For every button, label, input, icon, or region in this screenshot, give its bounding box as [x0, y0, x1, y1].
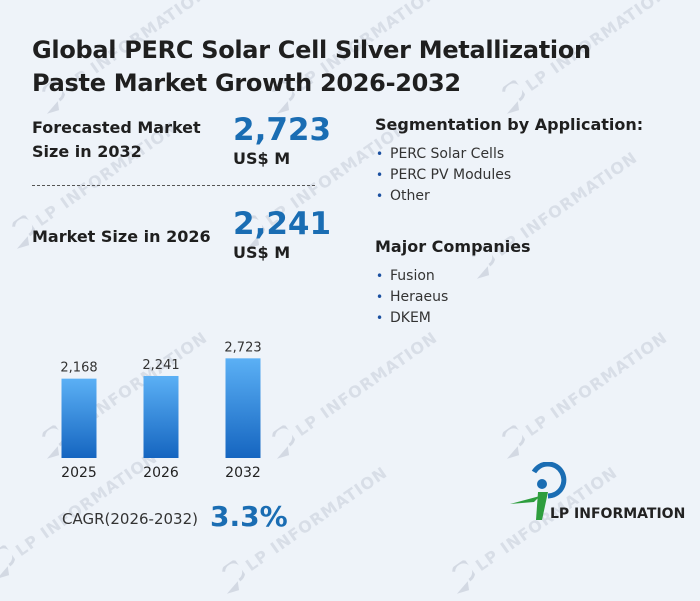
logo-icon: [510, 462, 567, 520]
forecast-label-line1: Forecasted Market: [32, 118, 201, 137]
cagr-value: 3.3%: [210, 500, 288, 533]
bar-2025: [61, 378, 97, 458]
current-label: Market Size in 2026: [32, 227, 211, 246]
cagr-label: CAGR(2026-2032): [62, 510, 198, 528]
bar-2026: [143, 375, 179, 458]
forecast-value: 2,723: [233, 112, 332, 148]
segmentation-list: PERC Solar Cells PERC PV Modules Other: [375, 144, 511, 207]
bar-value-label: 2,723: [224, 340, 261, 355]
forecast-unit: US$ M: [233, 149, 291, 168]
logo-text: LP INFORMATION: [550, 506, 686, 522]
page-title: Global PERC Solar Cell Silver Metallizat…: [32, 36, 591, 97]
forecast-label: Forecasted Market Size in 2032: [32, 116, 201, 164]
current-unit: US$ M: [233, 243, 291, 262]
list-item: Other: [375, 186, 511, 207]
list-item: Heraeus: [375, 287, 448, 308]
section-divider: [32, 185, 315, 186]
x-tick-label: 2026: [143, 465, 179, 481]
list-item: PERC Solar Cells: [375, 144, 511, 165]
watermark: LP INFORMATION: [460, 144, 645, 286]
current-value: 2,241: [233, 206, 332, 242]
list-item: DKEM: [375, 308, 448, 329]
watermark: LP INFORMATION: [230, 114, 415, 256]
bar-value-label: 2,241: [142, 358, 179, 373]
watermark: LP INFORMATION: [490, 0, 675, 121]
list-item: PERC PV Modules: [375, 165, 511, 186]
x-tick-label: 2025: [61, 465, 97, 481]
lp-information-logo: LP INFORMATION: [508, 462, 688, 532]
watermark: LP INFORMATION: [260, 324, 445, 466]
x-tick-label: 2032: [225, 465, 261, 481]
list-item: Fusion: [375, 266, 448, 287]
segmentation-heading: Segmentation by Application:: [375, 115, 644, 134]
market-bar-chart: 2,168 2025 2,241 2026 2,723 2032: [60, 340, 261, 481]
watermark: LP INFORMATION: [30, 0, 215, 121]
forecast-label-line2: Size in 2032: [32, 142, 142, 161]
companies-heading: Major Companies: [375, 237, 531, 256]
bar-2032: [225, 358, 261, 458]
watermark: LP INFORMATION: [260, 0, 445, 121]
bar-value-label: 2,168: [60, 361, 97, 376]
companies-list: Fusion Heraeus DKEM: [375, 266, 448, 329]
watermark: LP INFORMATION: [0, 114, 185, 256]
watermark: LP INFORMATION: [490, 324, 675, 466]
